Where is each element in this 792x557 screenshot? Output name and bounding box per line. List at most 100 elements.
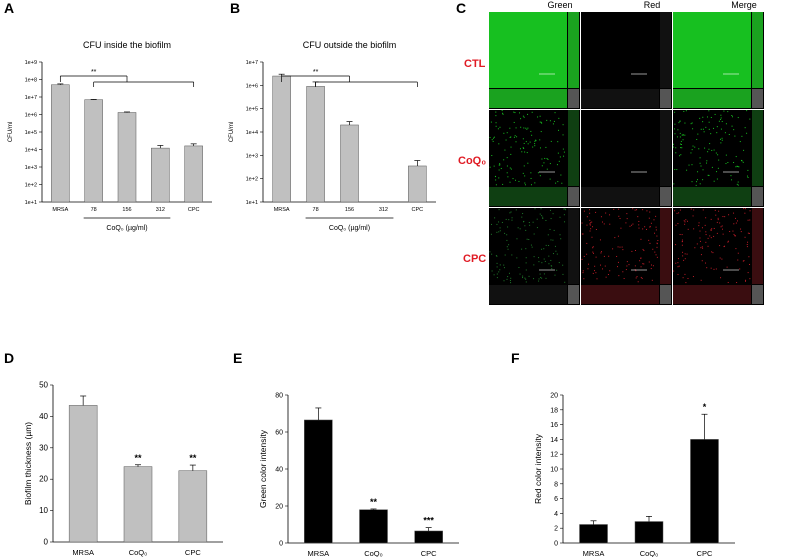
cell-speck (731, 125, 733, 127)
cell-speck (692, 145, 694, 147)
cell-speck (625, 222, 627, 224)
cell-speck (701, 227, 703, 229)
cell-speck (682, 134, 684, 136)
cell-speck (495, 115, 497, 117)
cell-speck (506, 172, 508, 174)
cell-speck (722, 233, 724, 235)
cell-speck (501, 221, 503, 223)
cell-speck (525, 257, 527, 259)
cell-speck (543, 258, 545, 260)
cell-speck (523, 127, 525, 129)
bar-CoQ₀ (123, 466, 153, 543)
cell-speck (519, 273, 521, 275)
bar-78 (84, 99, 103, 203)
cell-speck (698, 222, 700, 224)
y-tick-label: 20 (39, 475, 48, 484)
micrograph-cpc-merge (673, 208, 764, 305)
micrograph-ctl-red (581, 12, 672, 109)
panel-letter-b: B (230, 0, 241, 16)
cell-speck (744, 127, 746, 129)
cell-speck (626, 261, 628, 263)
cell-speck (706, 162, 708, 164)
cell-speck (716, 221, 718, 223)
cell-speck (702, 247, 704, 249)
corner-box (660, 285, 671, 304)
y-tick-label: 1e+3 (25, 165, 37, 171)
cell-speck (656, 243, 658, 245)
cell-speck (539, 213, 541, 215)
cell-speck (631, 224, 633, 226)
cell-speck (515, 141, 517, 143)
cell-speck (704, 147, 706, 149)
cell-speck (697, 171, 699, 173)
cell-speck (496, 223, 498, 225)
cell-speck (612, 248, 614, 250)
cell-speck (674, 133, 676, 135)
x-tick-label: CPC (188, 207, 200, 213)
cell-speck (493, 274, 495, 276)
cell-speck (700, 279, 702, 281)
cell-speck (540, 131, 542, 133)
cell-speck (491, 223, 493, 225)
side-projection (660, 12, 671, 88)
cell-speck (523, 221, 525, 223)
cell-speck (525, 281, 527, 283)
cell-speck (607, 274, 609, 276)
cell-speck (539, 115, 541, 117)
panel-letter-f: F (511, 350, 520, 366)
cell-speck (717, 167, 719, 169)
cell-speck (618, 215, 620, 217)
cell-speck (592, 272, 594, 274)
cell-speck (608, 255, 610, 257)
y-axis-label: Biofilm thickness (µm) (23, 422, 33, 505)
side-projection (752, 110, 763, 186)
micro-col-merge: Merge (731, 0, 757, 10)
bar-156 (340, 124, 359, 203)
cell-speck (495, 255, 497, 257)
cell-speck (499, 269, 501, 271)
y-axis-label: CFU/ml (8, 122, 14, 142)
cell-speck (654, 232, 656, 234)
cell-speck (505, 139, 507, 141)
cell-speck (522, 277, 524, 279)
cell-speck (557, 181, 559, 183)
cell-speck (600, 251, 602, 253)
cell-speck (524, 277, 526, 279)
cell-speck (554, 245, 556, 247)
cell-speck (592, 226, 594, 228)
cell-speck (495, 184, 497, 186)
cell-speck (720, 114, 722, 116)
micrograph-ctl-merge (673, 12, 764, 109)
cell-speck (498, 169, 500, 171)
cell-speck (495, 122, 497, 124)
y-tick-label: 0 (44, 538, 49, 547)
cell-speck (589, 223, 591, 225)
cell-speck (562, 134, 564, 136)
cell-speck (625, 269, 627, 271)
micro-row-cpc: CPC (463, 253, 487, 265)
cell-speck (546, 158, 548, 160)
cell-speck (678, 212, 680, 214)
cell-speck (673, 143, 675, 145)
cell-speck (692, 276, 694, 278)
corner-box (752, 187, 763, 206)
cell-speck (525, 141, 527, 143)
cell-speck (517, 227, 519, 229)
cell-speck (749, 263, 751, 265)
cell-speck (681, 147, 683, 149)
cell-speck (727, 162, 729, 164)
cell-speck (495, 125, 497, 127)
cell-speck (637, 216, 639, 218)
cell-speck (716, 126, 718, 128)
y-tick-label: 1e+1 (25, 200, 37, 206)
cell-speck (552, 213, 554, 215)
cell-speck (541, 248, 543, 250)
cell-speck (594, 270, 596, 272)
cell-speck (618, 208, 620, 210)
cell-speck (494, 176, 496, 178)
cell-speck (502, 183, 504, 185)
cell-speck (677, 129, 679, 131)
side-projection (660, 110, 671, 186)
cell-speck (677, 223, 679, 225)
cell-speck (564, 221, 566, 223)
